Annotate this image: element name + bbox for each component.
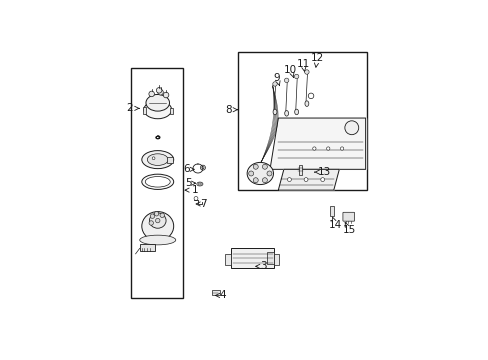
- Circle shape: [284, 78, 288, 82]
- Circle shape: [344, 121, 358, 135]
- Polygon shape: [269, 118, 365, 169]
- Circle shape: [158, 90, 163, 95]
- Bar: [267, 252, 274, 264]
- Ellipse shape: [146, 94, 169, 111]
- Circle shape: [272, 82, 277, 86]
- Text: 15: 15: [342, 222, 355, 235]
- Text: 12: 12: [310, 53, 323, 67]
- Ellipse shape: [197, 182, 203, 186]
- Ellipse shape: [305, 101, 308, 107]
- Text: 5: 5: [184, 178, 195, 188]
- Circle shape: [312, 147, 315, 150]
- Circle shape: [304, 70, 308, 74]
- Bar: [224, 254, 231, 265]
- Circle shape: [320, 177, 324, 181]
- Ellipse shape: [145, 176, 170, 187]
- Ellipse shape: [143, 101, 171, 119]
- Circle shape: [155, 219, 160, 223]
- Bar: [238, 51, 366, 190]
- Text: 7: 7: [196, 199, 206, 209]
- Bar: [274, 254, 279, 265]
- Circle shape: [194, 197, 198, 201]
- Bar: [211, 291, 219, 296]
- Bar: [329, 207, 333, 216]
- Ellipse shape: [149, 213, 166, 228]
- Circle shape: [262, 178, 267, 183]
- Circle shape: [253, 164, 258, 169]
- Circle shape: [149, 221, 153, 225]
- Ellipse shape: [246, 162, 273, 185]
- Circle shape: [150, 214, 154, 219]
- Circle shape: [152, 157, 155, 159]
- Bar: [298, 165, 302, 175]
- Bar: [131, 68, 183, 298]
- Bar: [169, 108, 173, 114]
- Polygon shape: [278, 169, 339, 190]
- FancyBboxPatch shape: [342, 212, 354, 221]
- Text: 3: 3: [255, 261, 266, 271]
- Text: 14: 14: [328, 217, 341, 230]
- Ellipse shape: [272, 109, 276, 115]
- Text: 13: 13: [314, 167, 330, 177]
- Circle shape: [287, 177, 291, 181]
- Circle shape: [326, 147, 329, 150]
- Circle shape: [253, 178, 258, 183]
- Circle shape: [248, 171, 253, 176]
- Text: 6: 6: [183, 164, 194, 174]
- Ellipse shape: [142, 212, 173, 241]
- Text: 8: 8: [224, 105, 237, 115]
- Circle shape: [266, 171, 271, 176]
- Circle shape: [294, 74, 298, 79]
- Circle shape: [154, 212, 159, 216]
- Text: 11: 11: [296, 59, 309, 72]
- Circle shape: [307, 93, 313, 99]
- Text: 10: 10: [284, 64, 297, 77]
- Bar: [140, 244, 155, 251]
- Ellipse shape: [140, 235, 175, 245]
- Bar: [231, 248, 274, 268]
- Ellipse shape: [142, 150, 173, 168]
- Ellipse shape: [294, 109, 298, 115]
- Circle shape: [262, 164, 267, 169]
- Bar: [167, 157, 173, 163]
- Circle shape: [340, 147, 343, 150]
- Circle shape: [202, 167, 203, 169]
- Text: 4: 4: [215, 291, 225, 301]
- Ellipse shape: [142, 174, 173, 189]
- Ellipse shape: [284, 111, 288, 116]
- Circle shape: [156, 87, 162, 93]
- Circle shape: [200, 165, 205, 170]
- Bar: [142, 107, 145, 114]
- Text: 2: 2: [126, 103, 139, 113]
- Circle shape: [160, 213, 164, 217]
- Circle shape: [148, 91, 154, 97]
- Circle shape: [163, 92, 168, 98]
- Circle shape: [304, 177, 307, 181]
- Text: 1: 1: [184, 185, 198, 195]
- Text: 9: 9: [273, 73, 280, 86]
- Ellipse shape: [198, 183, 201, 185]
- Ellipse shape: [147, 154, 168, 166]
